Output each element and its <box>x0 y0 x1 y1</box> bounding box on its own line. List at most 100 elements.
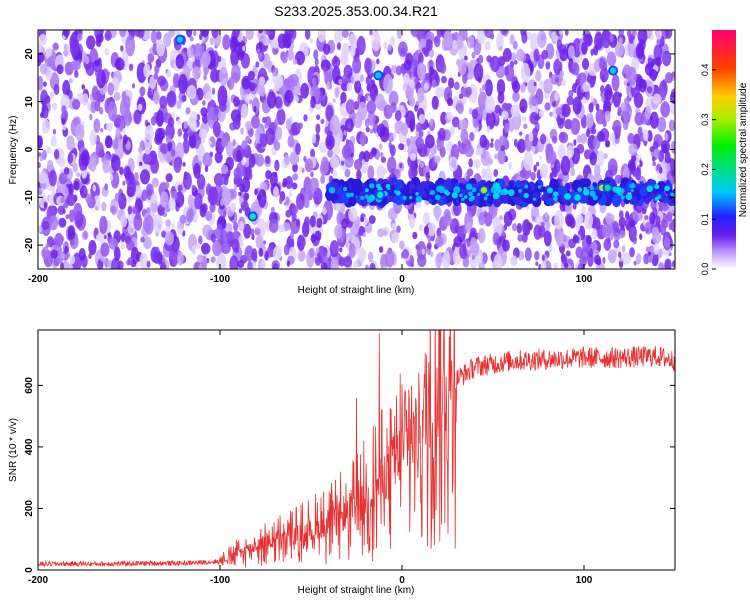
heatmap-cell <box>478 54 484 64</box>
heatmap-cell <box>622 118 629 131</box>
heatmap-cell <box>644 214 649 220</box>
heatmap-cell <box>188 207 194 218</box>
heatmap-cell <box>304 184 313 201</box>
heatmap-cell <box>456 102 464 115</box>
heatmap-cell <box>188 133 197 149</box>
heatmap-cell <box>151 177 160 188</box>
heatmap-cell <box>601 30 612 49</box>
heatmap-cell <box>193 43 203 60</box>
heatmap-cell <box>187 194 195 208</box>
heatmap-cell <box>354 79 362 94</box>
heatmap-cell <box>251 233 255 241</box>
heatmap-cell <box>458 58 467 76</box>
heatmap-cell <box>137 103 143 112</box>
heatmap-cell <box>322 207 327 216</box>
heatmap-cell <box>664 151 671 164</box>
heatmap-cell <box>527 79 537 94</box>
heatmap-cell <box>594 164 601 177</box>
heatmap-cell <box>623 73 627 79</box>
heatmap-cell <box>478 212 486 226</box>
heatmap-cell <box>296 193 305 210</box>
heatmap-cell <box>535 70 542 82</box>
heatmap-cell <box>56 64 64 75</box>
snr-series-line <box>38 330 675 568</box>
heatmap-cell <box>187 59 193 70</box>
heatmap-cell <box>541 254 545 262</box>
heatmap-cell <box>120 243 125 250</box>
heatmap-band-highlight <box>364 188 369 193</box>
heatmap-cell <box>643 253 650 265</box>
heatmap-cell <box>397 41 408 57</box>
heatmap-band-highlight <box>523 192 529 199</box>
heatmap-cell <box>456 35 464 50</box>
heatmap-cell <box>363 216 369 226</box>
heatmap-cell <box>51 102 58 111</box>
heatmap-cell <box>614 232 620 242</box>
colorbar-tick-label: 0.1 <box>700 213 710 226</box>
heatmap-cell <box>588 247 593 257</box>
heatmap-cell <box>662 219 669 229</box>
heatmap-cell <box>353 159 363 171</box>
heatmap-cell <box>571 120 576 130</box>
heatmap-cell <box>173 159 182 174</box>
heatmap-cell <box>284 154 290 166</box>
heatmap-cell <box>308 247 315 259</box>
heatmap-band-cell <box>410 188 418 199</box>
heatmap-cell <box>73 180 80 191</box>
heatmap-cell <box>240 201 249 212</box>
heatmap-cell <box>419 224 423 232</box>
heatmap-cell <box>216 252 227 269</box>
heatmap-cell <box>182 138 190 154</box>
heatmap-cell <box>530 33 539 53</box>
heatmap-cell <box>660 139 670 154</box>
heatmap-cell <box>210 233 216 243</box>
heatmap-y-ticks: -20 -10 0 10 20 <box>24 48 675 252</box>
heatmap-cell <box>133 213 143 231</box>
heatmap-cell <box>531 146 536 153</box>
heatmap-cell <box>166 69 172 79</box>
heatmap-cell <box>558 131 569 144</box>
heatmap-x-ticks: -200 -100 0 100 <box>28 30 593 285</box>
heatmap-cell <box>584 211 594 230</box>
heatmap-band-highlight <box>625 193 633 201</box>
heatmap-cell <box>265 127 275 146</box>
heatmap-band-cell <box>639 187 646 196</box>
heatmap-cell <box>264 155 271 165</box>
heatmap-cell <box>516 48 525 62</box>
heatmap-cell <box>485 110 496 130</box>
heatmap-cell <box>402 84 407 92</box>
heatmap-cell <box>89 129 97 146</box>
heatmap-cell <box>178 73 188 94</box>
heatmap-cell <box>295 50 306 66</box>
heatmap-cell <box>213 106 219 116</box>
heatmap-cell <box>396 225 401 234</box>
heatmap-cell <box>333 55 338 65</box>
heatmap-cell <box>479 134 488 148</box>
heatmap-cell <box>626 82 631 87</box>
heatmap-cell <box>489 55 500 73</box>
heatmap-cell <box>41 149 47 161</box>
heatmap-cell <box>279 196 283 205</box>
heatmap-cell <box>618 216 627 228</box>
heatmap-cell <box>454 224 459 234</box>
heatmap-cell <box>497 91 505 104</box>
heatmap-cell <box>332 98 336 103</box>
snr-plot-frame <box>37 329 676 571</box>
heatmap-cell <box>330 256 339 269</box>
heatmap-cell <box>101 201 107 212</box>
heatmap-cell <box>423 225 430 235</box>
colorbar-tick-label: 0.4 <box>700 64 710 77</box>
heatmap-cell <box>656 38 661 46</box>
heatmap-band-highlight <box>518 189 523 194</box>
heatmap-cell <box>338 78 343 85</box>
heatmap-cell <box>550 163 555 168</box>
heatmap-cell <box>272 263 279 269</box>
heatmap-cell <box>356 35 366 56</box>
heatmap-cell <box>602 99 612 115</box>
heatmap-cell <box>669 91 675 104</box>
heatmap-cell <box>403 58 412 71</box>
heatmap-feature <box>373 70 384 81</box>
heatmap-cell <box>182 172 192 190</box>
heatmap-cell <box>119 30 127 38</box>
heatmap-cell <box>590 127 597 135</box>
